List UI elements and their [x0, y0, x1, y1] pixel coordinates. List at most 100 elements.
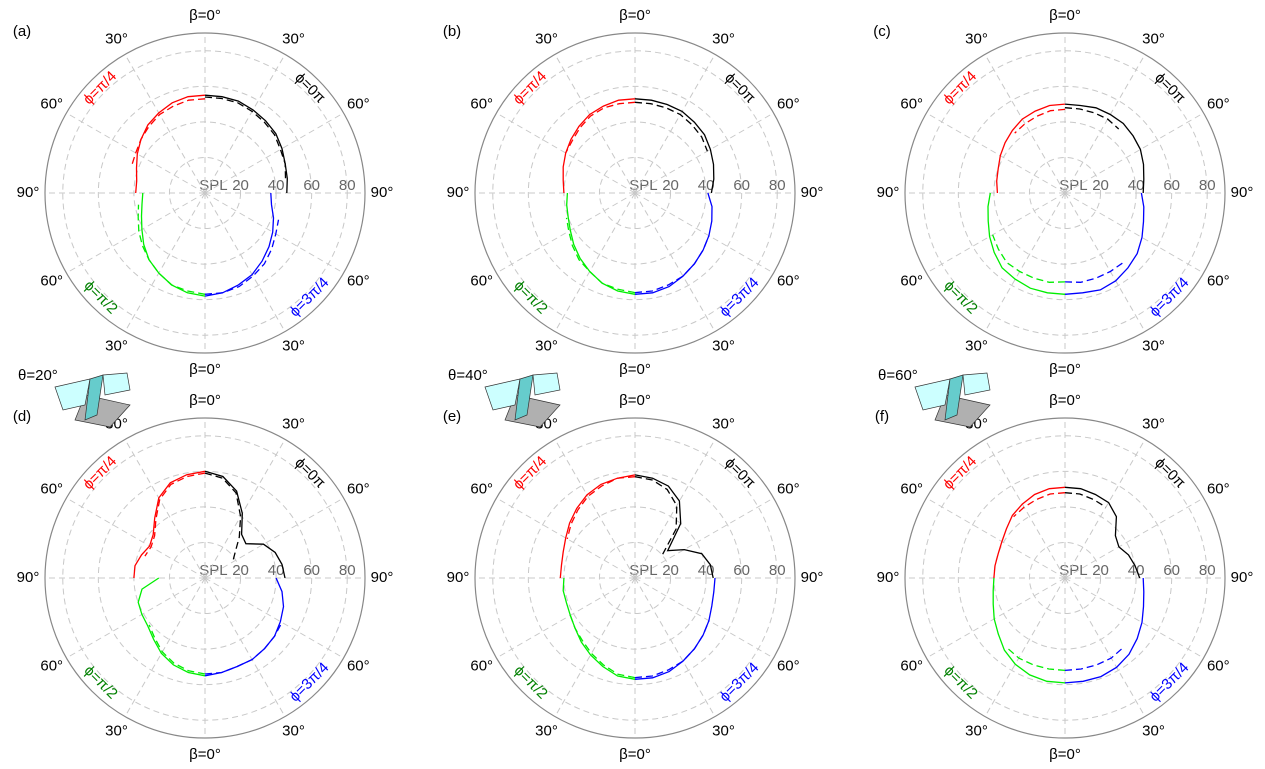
series-label: ϕ=0π [1151, 69, 1188, 106]
r-tick-label: 20 [1092, 562, 1109, 579]
theta-tick-label: β=0° [619, 361, 651, 378]
series-label: ϕ=3π/4 [1146, 274, 1192, 320]
series-label: ϕ=π/2 [511, 662, 551, 702]
curve [1065, 193, 1144, 294]
theta-tick-label: 60° [347, 95, 370, 112]
theta-tick-label: 60° [1207, 480, 1230, 497]
r-tick-label: 60 [733, 562, 750, 579]
dashed-curve [145, 473, 205, 556]
polar-chart: 20406080SPLβ=0°β=0°30°30°30°30°60°60°60°… [13, 367, 394, 763]
theta-tick-label: 30° [1142, 722, 1165, 739]
theta-tick-label: 60° [347, 272, 370, 289]
theta-tick-label: 60° [470, 272, 493, 289]
theta-tick-label: β=0° [189, 746, 221, 763]
theta-tick-label: 60° [40, 480, 63, 497]
theta-tick-label: 30° [965, 31, 988, 48]
dashed-curve [993, 235, 1065, 282]
dashed-curve [1065, 108, 1119, 129]
series-label: ϕ=3π/4 [716, 274, 762, 320]
theta-tick-label: 60° [40, 272, 63, 289]
dashed-curve [138, 205, 205, 295]
theta-tick-label: 60° [900, 95, 923, 112]
curve [997, 104, 1065, 193]
r-tick-label: 80 [1199, 562, 1216, 579]
dashed-curve [1065, 263, 1123, 283]
series-label: ϕ=3π/4 [716, 659, 762, 705]
theta-tick-label: 30° [1142, 31, 1165, 48]
curve [563, 99, 635, 193]
theta-tick-label: 90° [17, 184, 40, 201]
r-tick-label: 40 [268, 177, 285, 194]
inset-face [103, 373, 130, 395]
dashed-curve [1015, 109, 1065, 133]
curve [993, 578, 1065, 683]
curve [994, 487, 1065, 578]
series-label: ϕ=3π/4 [286, 274, 332, 320]
theta-tick-label: 60° [347, 657, 370, 674]
theta-tick-label: β=0° [189, 392, 221, 409]
series-label: ϕ=π/4 [510, 453, 550, 493]
series-label: ϕ=π/4 [510, 68, 550, 108]
r-tick-label: 60 [303, 562, 320, 579]
theta-tick-label: 60° [777, 272, 800, 289]
series-label: ϕ=0π [291, 69, 328, 106]
series-label: ϕ=π/2 [81, 277, 121, 317]
theta-tick-label: 30° [535, 337, 558, 354]
r-axis-label: SPL [1059, 177, 1087, 194]
r-tick-label: 60 [733, 177, 750, 194]
dashed-curve [566, 102, 635, 153]
inset-label: θ=40° [448, 367, 488, 384]
theta-tick-label: β=0° [1049, 392, 1081, 409]
theta-tick-label: 60° [40, 95, 63, 112]
r-axis-label: SPL [199, 562, 227, 579]
panel-label: (c) [873, 23, 891, 40]
theta-tick-label: 30° [105, 337, 128, 354]
curve [635, 578, 715, 679]
theta-tick-label: β=0° [619, 746, 651, 763]
theta-tick-label: 90° [371, 184, 394, 201]
theta-tick-label: 30° [965, 337, 988, 354]
series-label: ϕ=π/2 [941, 662, 981, 702]
dashed-curve [570, 615, 635, 677]
theta-tick-label: β=0° [619, 7, 651, 24]
r-tick-label: 20 [232, 562, 249, 579]
panel-label: (d) [13, 408, 31, 425]
r-tick-label: 20 [232, 177, 249, 194]
r-tick-label: 80 [1199, 177, 1216, 194]
figure: 20 40 60 80 SPL β=0° β=0° 30° 30° 30° 30° 60° 60° 60°… [0, 0, 1265, 769]
dashed-curve [1065, 493, 1106, 508]
r-tick-label: 40 [1128, 177, 1145, 194]
r-axis-label: SPL [629, 562, 657, 579]
r-tick-label: 80 [339, 177, 356, 194]
theta-tick-label: 90° [877, 569, 900, 586]
dashed-curve [635, 102, 707, 151]
curve [988, 193, 1065, 294]
theta-tick-label: β=0° [189, 7, 221, 24]
theta-tick-label: 60° [777, 657, 800, 674]
theta-tick-label: 30° [105, 31, 128, 48]
theta-tick-label: 60° [470, 657, 493, 674]
theta-tick-label: 30° [535, 722, 558, 739]
r-tick-label: 80 [339, 562, 356, 579]
inset-face [55, 379, 90, 410]
theta-tick-label: 30° [282, 416, 305, 433]
r-tick-label: 80 [769, 177, 786, 194]
panel-label: (f) [875, 408, 889, 425]
theta-tick-label: 60° [470, 95, 493, 112]
theta-tick-label: 60° [900, 272, 923, 289]
r-axis-label: SPL [1059, 562, 1087, 579]
theta-tick-label: 90° [1231, 184, 1254, 201]
theta-tick-label: 30° [712, 31, 735, 48]
theta-tick-label: 90° [877, 184, 900, 201]
theta-tick-label: β=0° [189, 361, 221, 378]
panel-label: (a) [13, 23, 31, 40]
theta-tick-label: 90° [371, 569, 394, 586]
series-label: ϕ=0π [721, 454, 758, 491]
series-label: ϕ=3π/4 [1146, 659, 1192, 705]
theta-tick-label: 30° [1142, 337, 1165, 354]
inset-label: θ=20° [18, 367, 58, 384]
inset-face [963, 373, 990, 395]
